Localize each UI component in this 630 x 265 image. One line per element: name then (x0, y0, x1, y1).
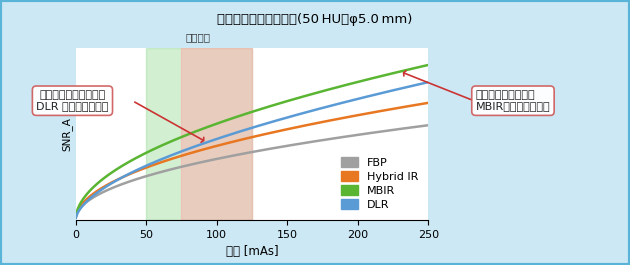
MBIR (215, 122, 222, 125)
Y-axis label: SNR_A: SNR_A (62, 117, 73, 151)
MBIR (347, 82, 355, 85)
Text: 通常線量: 通常線量 (186, 33, 211, 42)
Hybrid IR (227, 141, 235, 144)
Hybrid IR (108, 181, 115, 184)
MBIR (425, 63, 432, 67)
Hybrid IR (425, 101, 432, 104)
MBIR (72, 216, 79, 219)
FBP (314, 139, 322, 142)
DLR (314, 108, 322, 111)
FBP (215, 157, 222, 160)
Hybrid IR (314, 121, 322, 125)
DLR (72, 217, 79, 220)
X-axis label: 線量 [mAs]: 線量 [mAs] (226, 245, 278, 258)
Hybrid IR (72, 216, 79, 219)
FBP (72, 216, 79, 219)
Bar (181, 48, 252, 220)
FBP (425, 123, 432, 127)
Line: FBP: FBP (76, 125, 428, 218)
DLR (108, 182, 115, 185)
DLR (353, 98, 361, 101)
DLR (347, 99, 355, 102)
Line: DLR: DLR (76, 82, 428, 218)
DLR (425, 81, 432, 84)
Text: 通常線量の範囲内では
DLR の検出能が高い: 通常線量の範囲内では DLR の検出能が高い (37, 90, 108, 112)
Text: 低コントラスト検出能(50 HU・φ5.0 mm): 低コントラスト検出能(50 HU・φ5.0 mm) (217, 13, 413, 26)
DLR (227, 133, 235, 136)
MBIR (108, 171, 115, 174)
Hybrid IR (353, 114, 361, 117)
FBP (108, 187, 115, 190)
DLR (215, 137, 222, 140)
MBIR (353, 81, 361, 84)
Line: Hybrid IR: Hybrid IR (76, 103, 428, 218)
Legend: FBP, Hybrid IR, MBIR, DLR: FBP, Hybrid IR, MBIR, DLR (337, 152, 423, 214)
Text: 高い線量の領域では
MBIRの検出能が高い: 高い線量の領域では MBIRの検出能が高い (476, 90, 550, 112)
Bar (146, 48, 252, 220)
MBIR (227, 117, 235, 120)
FBP (353, 133, 361, 136)
Line: MBIR: MBIR (76, 65, 428, 217)
Hybrid IR (347, 115, 355, 118)
Hybrid IR (215, 144, 222, 147)
FBP (227, 154, 235, 158)
FBP (347, 134, 355, 138)
MBIR (314, 91, 322, 94)
